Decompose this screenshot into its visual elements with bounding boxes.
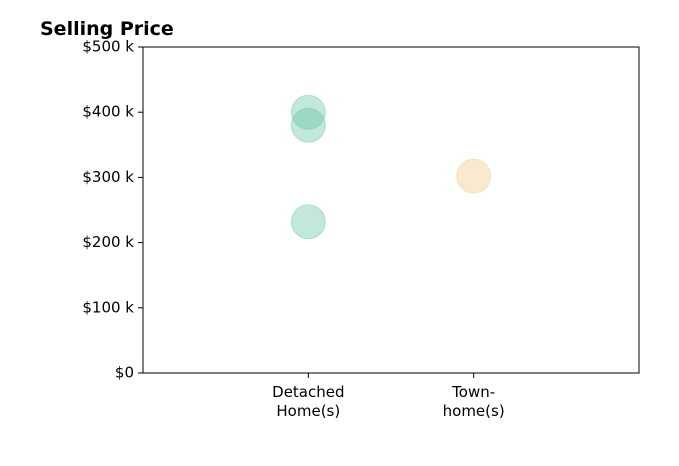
y-tick-label: $0 [115, 364, 134, 382]
x-tick-label-line: home(s) [443, 402, 505, 420]
x-tick-label-line: Home(s) [276, 402, 340, 420]
y-tick-label: $100 k [82, 298, 134, 316]
y-tick-label: $200 k [82, 233, 134, 251]
point [456, 158, 492, 194]
y-tick-label: $300 k [82, 168, 134, 186]
plot-frame [142, 46, 640, 374]
x-tick-label: Town-home(s) [443, 383, 505, 420]
y-tick-label: $400 k [82, 103, 134, 121]
point [290, 107, 326, 143]
chart-title: Selling Price [40, 18, 174, 40]
x-tick-label-line: Detached [272, 383, 344, 401]
point [290, 204, 326, 240]
y-tick-label: $500 k [82, 38, 134, 56]
x-tick-label: Detached Home(s) [272, 383, 344, 420]
x-tick-label-line: Town- [451, 383, 495, 401]
point [290, 94, 326, 130]
